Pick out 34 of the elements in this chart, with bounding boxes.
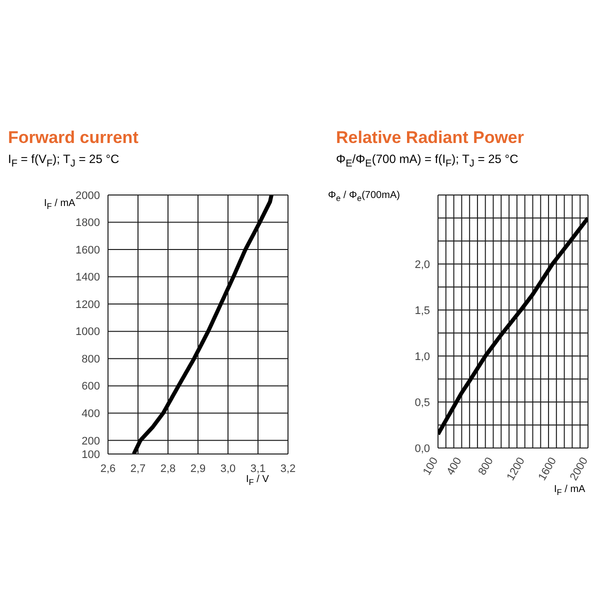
y-tick-label: 0,0	[414, 442, 430, 455]
x-axis-title: I$_{F}$ / mA	[554, 484, 586, 497]
text: Φ$_{E}$/Φ$_{E}$(700 mA) = f(I$_{F}$); T$_{J}$ = 25 °C	[336, 152, 518, 170]
y-tick-label: 1,0	[414, 350, 430, 363]
y-tick-label: 1000	[76, 326, 100, 338]
line-series	[438, 216, 588, 436]
chart-subtitle: I$_{F}$ = f(V$_{F}$); T$_{J}$ = 25 °C	[8, 152, 120, 170]
x-tick-label: 3,2	[280, 463, 296, 475]
line-series	[132, 195, 274, 454]
y-tick-label: 2,0	[414, 258, 430, 271]
y-tick-label: 1800	[76, 217, 100, 230]
y-tick-label: 1600	[76, 244, 100, 256]
y-tick-label: 2000	[76, 190, 100, 202]
y-tick-label: 400	[82, 408, 100, 420]
x-tick-label: 400	[444, 456, 464, 478]
y-tick-label: 1400	[76, 272, 100, 284]
y-tick-label: 0,5	[414, 396, 430, 409]
y-tick-label: 1,5	[414, 304, 430, 317]
chart-title: Forward current	[8, 128, 140, 148]
x-axis-title: I$_{F}$ / V	[246, 474, 269, 487]
y-tick-label: 1200	[76, 298, 100, 311]
y-tick-label: 200	[82, 435, 100, 448]
chart-title: Relative Radiant Power	[336, 128, 526, 148]
x-tick-label: 2,8	[160, 463, 176, 475]
y-axis-title: I$_{F}$ / mA	[44, 198, 76, 211]
x-tick-label: 2,9	[190, 463, 206, 475]
x-tick-label: 3,0	[220, 463, 236, 475]
y-axis-title: Φ$_{e}$ / Φ$_{e}$(700mA)	[328, 190, 400, 203]
y-tick-label: 600	[82, 380, 100, 393]
x-tick-label: 2,7	[130, 463, 146, 475]
x-tick-label: 3,1	[250, 463, 266, 475]
y-tick-label: 800	[82, 353, 100, 366]
x-tick-label: 2,6	[100, 463, 116, 475]
x-tick-label: 800	[476, 456, 496, 478]
